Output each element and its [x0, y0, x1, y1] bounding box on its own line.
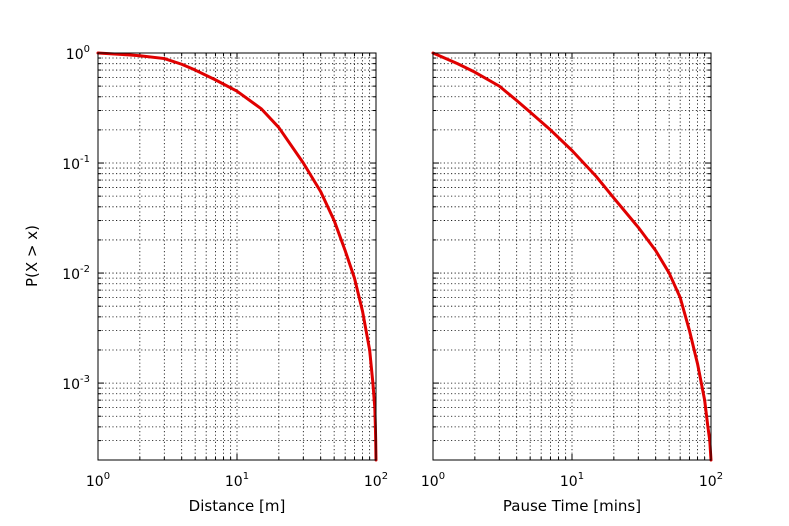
distance-y-tick-label: 100	[66, 44, 90, 63]
distance-y-tick-label: 10-1	[62, 154, 90, 173]
distance-y-tick-label: 10-2	[62, 264, 90, 283]
distance-panel: 100 101 102 100 10-1 10-2 10-3	[62, 44, 388, 490]
pause-time-x-axis-label: Pause Time [mins]	[503, 497, 641, 515]
distance-y-tick-label: 10-3	[62, 374, 90, 393]
distance-x-tick-label: 102	[364, 471, 388, 490]
distance-x-tick-label: 101	[225, 471, 249, 490]
pause-time-x-tick-label: 100	[421, 471, 445, 490]
pause-time-plot-frame	[432, 52, 712, 461]
distance-x-axis-label: Distance [m]	[189, 497, 286, 515]
pause-time-ccdf-line	[431, 51, 713, 462]
distance-ccdf-line	[96, 51, 378, 462]
pause-time-panel: 100 101 102	[421, 51, 723, 490]
pause-time-x-tick-label: 101	[560, 471, 584, 490]
pause-time-x-tick-label: 102	[699, 471, 723, 490]
y-axis-label: P(X > x)	[23, 225, 41, 287]
distance-x-tick-label: 100	[86, 471, 110, 490]
distance-plot-frame	[97, 52, 377, 461]
